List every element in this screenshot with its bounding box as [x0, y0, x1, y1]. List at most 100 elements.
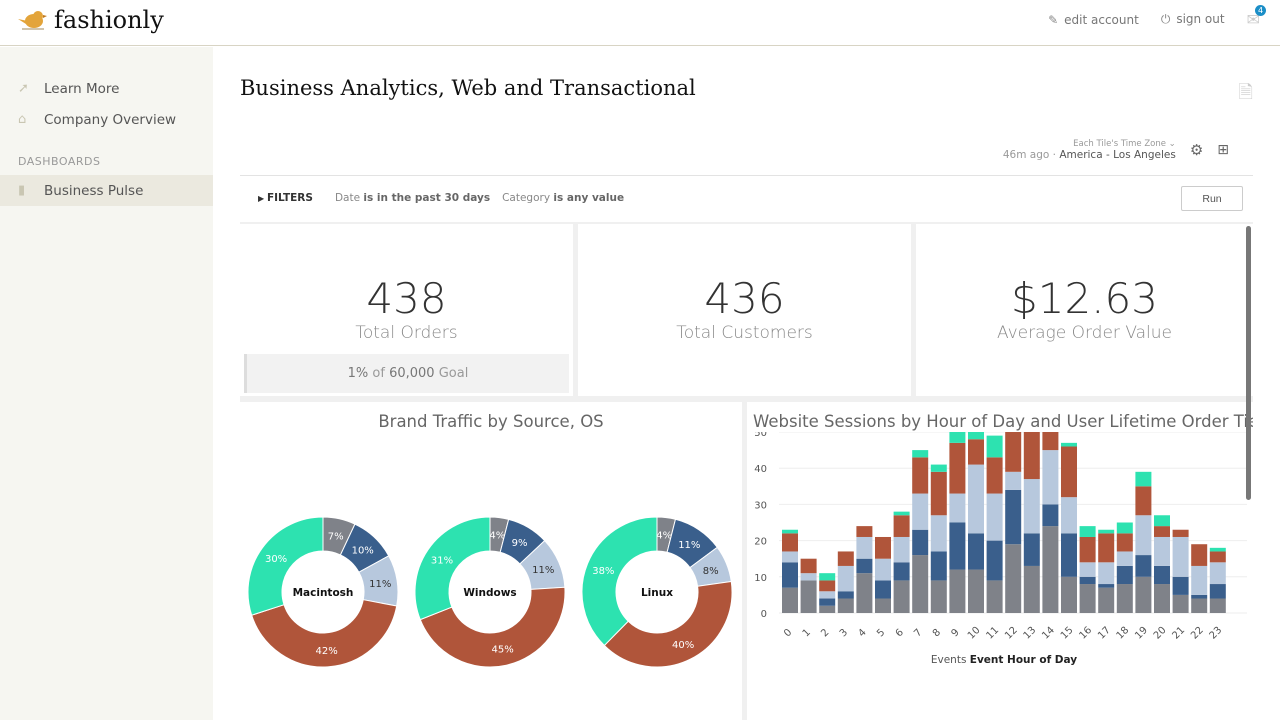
bar-segment[interactable] — [1172, 529, 1189, 537]
bar-segment[interactable] — [986, 540, 1003, 581]
bar-segment[interactable] — [949, 522, 966, 570]
bar-segment[interactable] — [1154, 536, 1170, 566]
bar-segment[interactable] — [1098, 587, 1115, 613]
bar-segment[interactable] — [1209, 584, 1226, 599]
bar-segment[interactable] — [1079, 526, 1096, 537]
bar-segment[interactable] — [1172, 576, 1189, 595]
bar-segment[interactable] — [1061, 446, 1077, 498]
mail-button[interactable]: ✉ 4 — [1247, 5, 1266, 29]
bar-segment[interactable] — [1042, 504, 1059, 527]
bar-segment[interactable] — [893, 562, 910, 581]
donut-slice[interactable] — [603, 580, 733, 668]
bar-segment[interactable] — [1061, 576, 1077, 613]
bar-segment[interactable] — [1061, 497, 1077, 534]
bar-segment[interactable] — [856, 573, 873, 613]
bar-segment[interactable] — [1135, 486, 1152, 516]
bar-segment[interactable] — [930, 551, 947, 581]
bar-segment[interactable] — [986, 493, 1003, 541]
bar-segment[interactable] — [856, 536, 873, 559]
bar-segment[interactable] — [1079, 584, 1096, 613]
filter-category[interactable]: Category is any value — [502, 192, 624, 204]
bar-segment[interactable] — [1061, 442, 1077, 447]
bar-segment[interactable] — [1135, 471, 1152, 487]
bar-segment[interactable] — [1023, 432, 1040, 480]
bar-segment[interactable] — [1023, 533, 1040, 566]
bar-segment[interactable] — [1023, 479, 1040, 534]
bar-segment[interactable] — [1098, 562, 1115, 585]
bar-segment[interactable] — [875, 558, 891, 581]
bar-segment[interactable] — [968, 439, 984, 465]
bar-segment[interactable] — [930, 464, 947, 472]
bar-segment[interactable] — [1116, 533, 1133, 552]
scrollbar[interactable] — [1246, 226, 1251, 500]
bar-segment[interactable] — [1191, 598, 1208, 613]
bar-segment[interactable] — [1098, 529, 1115, 534]
bar-segment[interactable] — [837, 565, 854, 592]
donut-slice[interactable] — [247, 516, 324, 616]
bar-segment[interactable] — [1209, 547, 1226, 552]
bar-segment[interactable] — [1079, 576, 1096, 585]
bar-segment[interactable] — [1135, 576, 1152, 613]
bar-segment[interactable] — [1116, 565, 1133, 585]
bar-segment[interactable] — [1154, 515, 1170, 527]
bar-segment[interactable] — [1079, 562, 1096, 577]
bar-segment[interactable] — [819, 580, 836, 592]
bar-segment[interactable] — [1023, 565, 1040, 613]
bar-segment[interactable] — [875, 536, 891, 559]
bar-segment[interactable] — [819, 591, 836, 599]
bar-segment[interactable] — [1135, 515, 1152, 556]
bar-segment[interactable] — [875, 580, 891, 599]
bar-segment[interactable] — [949, 493, 966, 523]
bar-segment[interactable] — [1191, 565, 1208, 595]
brand-logo[interactable]: fashionly — [18, 6, 164, 34]
bar-segment[interactable] — [949, 442, 966, 494]
bar-segment[interactable] — [1005, 544, 1022, 613]
bar-segment[interactable] — [1042, 450, 1059, 505]
bar-segment[interactable] — [912, 450, 929, 458]
bar-segment[interactable] — [837, 591, 854, 599]
donut-slice[interactable] — [251, 599, 398, 668]
bar-segment[interactable] — [1191, 594, 1208, 599]
run-button[interactable]: Run — [1181, 186, 1243, 211]
bar-segment[interactable] — [986, 580, 1003, 613]
bar-segment[interactable] — [893, 515, 910, 537]
sidebar-item-learn-more[interactable]: ➚ Learn More — [0, 73, 213, 104]
bar-segment[interactable] — [949, 569, 966, 613]
bar-segment[interactable] — [1079, 536, 1096, 563]
timezone-selector[interactable]: Each Tile's Time Zone ⌄ 46m ago · Americ… — [1002, 139, 1176, 161]
bar-segment[interactable] — [912, 457, 929, 494]
bar-segment[interactable] — [930, 471, 947, 516]
bar-segment[interactable] — [968, 533, 984, 570]
bar-segment[interactable] — [782, 562, 798, 588]
bar-segment[interactable] — [912, 529, 929, 556]
bar-segment[interactable] — [1154, 526, 1170, 537]
donut-slice[interactable] — [414, 516, 491, 621]
bar-segment[interactable] — [930, 580, 947, 613]
bar-segment[interactable] — [782, 529, 798, 534]
bar-segment[interactable] — [1005, 489, 1022, 545]
bar-segment[interactable] — [986, 457, 1003, 494]
bar-segment[interactable] — [1098, 533, 1115, 563]
bar-segment[interactable] — [800, 573, 817, 581]
grid-layout-icon[interactable]: ⊞ — [1217, 142, 1229, 158]
bar-segment[interactable] — [912, 555, 929, 613]
bar-segment[interactable] — [1005, 471, 1022, 490]
bar-segment[interactable] — [782, 533, 798, 552]
edit-account-link[interactable]: ✎ edit account — [1048, 13, 1139, 27]
bar-segment[interactable] — [1098, 584, 1115, 588]
bar-segment[interactable] — [800, 580, 817, 613]
bar-segment[interactable] — [782, 587, 798, 613]
bar-segment[interactable] — [875, 598, 891, 613]
bar-segment[interactable] — [837, 551, 854, 566]
bar-segment[interactable] — [1135, 555, 1152, 577]
sidebar-item-company-overview[interactable]: ⌂ Company Overview — [0, 104, 213, 135]
bar-segment[interactable] — [1116, 584, 1133, 613]
bar-segment[interactable] — [1154, 584, 1170, 613]
bar-segment[interactable] — [1209, 562, 1226, 585]
bar-segment[interactable] — [1116, 551, 1133, 566]
bar-segment[interactable] — [856, 526, 873, 537]
gear-icon[interactable]: ⚙ — [1189, 141, 1204, 159]
document-info-icon[interactable]: 🗎 — [1238, 82, 1253, 103]
bar-segment[interactable] — [968, 432, 984, 440]
bar-segment[interactable] — [986, 435, 1003, 458]
